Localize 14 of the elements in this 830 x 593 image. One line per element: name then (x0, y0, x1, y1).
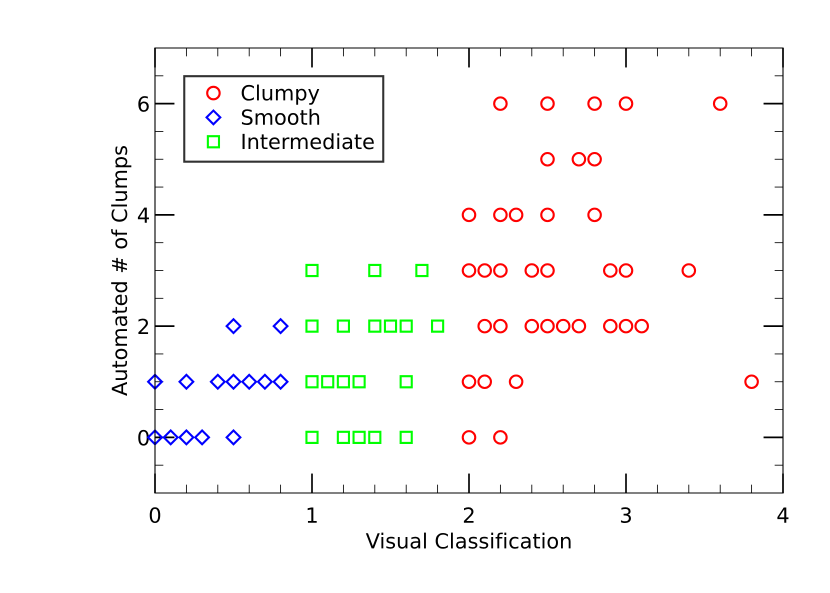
legend-label: Clumpy (242, 84, 320, 105)
x-tick-label: 0 (150, 507, 160, 524)
x-tick-label: 2 (464, 507, 474, 523)
y-tick-label: 0 (138, 430, 149, 446)
legend-label: Intermediate (242, 133, 374, 150)
x-tick-label: 4 (777, 508, 788, 523)
y-tick-label: 6 (138, 96, 149, 112)
x-tick-label: 1 (308, 508, 317, 523)
y-tick-label: 2 (138, 318, 148, 334)
x-axis-title: Visual Classification (366, 532, 571, 549)
y-tick-label: 4 (138, 208, 149, 223)
legend-label: Smooth (242, 108, 320, 126)
y-axis-title: Automated # of Clumps (111, 146, 132, 396)
x-tick-label: 3 (620, 507, 631, 524)
